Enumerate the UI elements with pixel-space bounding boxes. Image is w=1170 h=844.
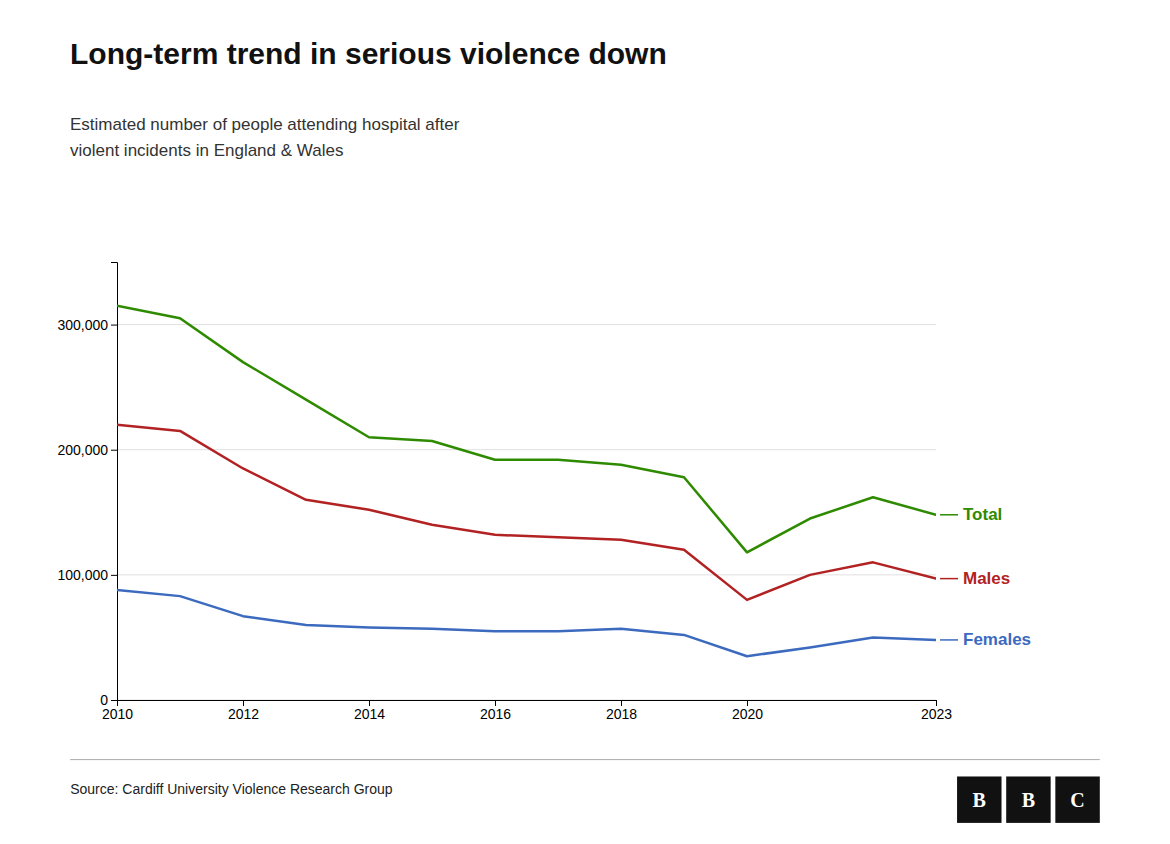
x-tick: 2023 [921, 700, 952, 722]
logo: BBC [957, 776, 1100, 822]
x-tick-label: 2016 [480, 706, 511, 722]
x-axis: 2010 2012 2014 2016 2018 2020 2023 [102, 700, 952, 722]
x-tick-label: 2014 [354, 706, 385, 722]
legend-swatch [940, 639, 958, 641]
x-tick: 2014 [354, 700, 385, 722]
series-line [117, 425, 936, 600]
grid-line [117, 324, 936, 325]
series-line [117, 306, 936, 553]
x-tick: 2020 [732, 700, 763, 722]
legend-swatch [940, 578, 958, 580]
y-tick-label: 300,000 [57, 317, 108, 333]
x-tick-label: 2018 [606, 706, 637, 722]
series-lines [117, 306, 936, 656]
y-tick: 100,000 [57, 567, 117, 583]
series-line [117, 590, 936, 656]
x-tick-label: 2020 [732, 706, 763, 722]
x-tick: 2010 [102, 700, 133, 722]
legend-label: Males [963, 569, 1010, 588]
y-tick-mark [111, 325, 117, 326]
plot: 0100,000200,000300,000201020122014201620… [57, 263, 1031, 722]
y-tick: 300,000 [57, 317, 117, 333]
legend-swatch [940, 514, 958, 516]
y-tick-mark [111, 575, 117, 576]
y-tick-label: 100,000 [57, 567, 108, 583]
grid-line [117, 449, 936, 450]
x-tick: 2012 [228, 700, 259, 722]
grid [117, 325, 936, 700]
legend: Total Males Females [940, 505, 1031, 649]
logo-box [957, 776, 1001, 822]
y-tick: 200,000 [57, 442, 117, 458]
x-tick-label: 2012 [228, 706, 259, 722]
separator [70, 759, 1100, 760]
logo-letter: B [1022, 789, 1035, 811]
logo-box [1006, 776, 1050, 822]
logo-letter: C [1070, 789, 1084, 811]
x-tick: 2018 [606, 700, 637, 722]
chart: Long-term trend in serious violence down… [0, 0, 1170, 844]
legend-label: Total [963, 505, 1002, 524]
x-tick-label: 2023 [921, 706, 952, 722]
y-axis: 0100,000200,000300,000 [57, 263, 117, 708]
subtitle: Estimated number of people attending hos… [70, 115, 460, 160]
title: Long-term trend in serious violence down [70, 37, 667, 70]
y-tick-mark [111, 450, 117, 451]
y-tick-label: 200,000 [57, 442, 108, 458]
y-tick-mark [111, 700, 117, 701]
source: Source: Cardiff University Violence Rese… [70, 781, 393, 797]
y-axis-line [111, 263, 118, 701]
x-tick-label: 2010 [102, 706, 133, 722]
x-tick: 2016 [480, 700, 511, 722]
logo-letter: B [973, 789, 986, 811]
logo-box [1055, 776, 1099, 822]
legend-label: Females [963, 630, 1031, 649]
